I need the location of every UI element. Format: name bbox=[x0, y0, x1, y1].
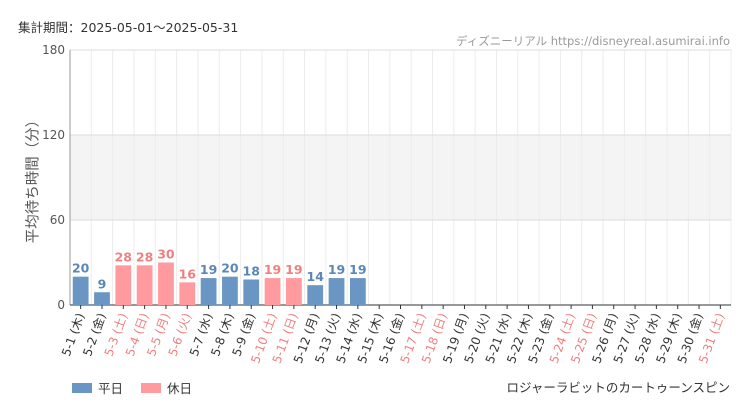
y-tick-label: 180 bbox=[42, 43, 65, 57]
period-label: 集計期間：2025-05-01〜2025-05-31 bbox=[18, 20, 239, 35]
legend: 平日 休日 bbox=[72, 378, 210, 397]
source-credit: ディズニーリアル https://disneyreal.asumirai.inf… bbox=[456, 34, 730, 48]
data-label: 19 bbox=[349, 262, 366, 277]
data-label: 19 bbox=[328, 262, 345, 277]
data-label: 30 bbox=[157, 247, 175, 262]
bar bbox=[307, 285, 324, 305]
bar bbox=[179, 282, 196, 305]
data-label: 19 bbox=[285, 262, 302, 277]
shaded-band bbox=[70, 135, 731, 220]
legend-item-weekday: 平日 bbox=[72, 378, 123, 397]
legend-swatch-weekday bbox=[72, 382, 92, 393]
attraction-name: ロジャーラビットのカートゥーンスピン bbox=[506, 380, 730, 395]
data-label: 16 bbox=[179, 266, 197, 281]
data-label: 20 bbox=[221, 261, 239, 276]
bar bbox=[115, 265, 132, 305]
bar bbox=[349, 278, 366, 305]
legend-label-weekday: 平日 bbox=[98, 381, 124, 396]
data-label: 28 bbox=[115, 249, 132, 264]
bar bbox=[200, 278, 217, 305]
legend-swatch-holiday bbox=[141, 382, 162, 393]
data-label: 28 bbox=[136, 249, 153, 264]
data-label: 18 bbox=[243, 264, 260, 279]
legend-label-holiday: 休日 bbox=[167, 381, 193, 396]
bar bbox=[158, 262, 174, 305]
bar bbox=[72, 276, 89, 305]
bar bbox=[285, 278, 302, 305]
bar bbox=[222, 276, 238, 305]
data-label: 20 bbox=[72, 261, 90, 276]
data-label: 19 bbox=[200, 262, 217, 277]
data-label: 14 bbox=[307, 269, 325, 284]
bar bbox=[136, 265, 153, 305]
bar bbox=[264, 278, 281, 305]
data-label: 19 bbox=[264, 262, 281, 277]
legend-item-holiday: 休日 bbox=[141, 378, 192, 397]
bar bbox=[94, 292, 110, 305]
bar bbox=[243, 279, 260, 305]
y-tick-label: 0 bbox=[57, 298, 65, 312]
y-tick-label: 60 bbox=[50, 213, 65, 227]
bar bbox=[328, 278, 345, 305]
data-label: 9 bbox=[98, 276, 107, 291]
y-tick-label: 120 bbox=[42, 128, 65, 142]
